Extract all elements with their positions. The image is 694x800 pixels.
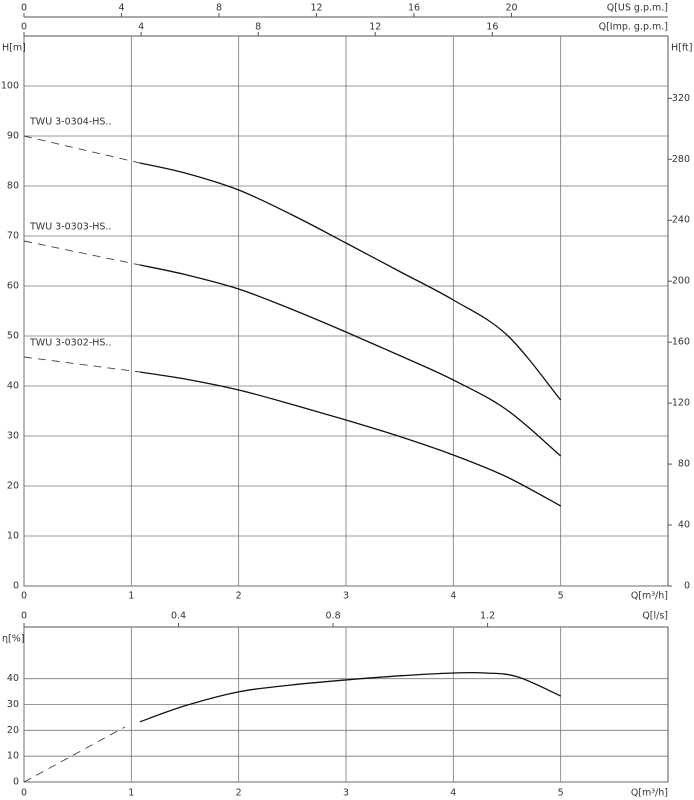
x-tick-label: 0 [21, 591, 27, 602]
y-tick-label: 20 [7, 725, 19, 736]
dashed-curve [23, 356, 140, 373]
y-tick-label: 40 [7, 381, 19, 392]
y2-tick-label: 80 [678, 459, 690, 470]
y-tick-label: 90 [7, 131, 19, 142]
y2-axis-label: H[ft] [671, 43, 692, 54]
x-tick-label: 5 [558, 591, 564, 602]
x-tick-label: 3 [343, 591, 349, 602]
secondary-x-tick-label: 0 [21, 611, 27, 622]
y-tick-label: 80 [7, 181, 19, 192]
secondary-x-tick-label: 1.2 [480, 611, 495, 622]
y-tick-label: 30 [7, 699, 19, 710]
y-tick-label: 0 [13, 581, 19, 592]
secondary-x-tick-label: 8 [216, 3, 222, 14]
secondary-x-tick-label: 0.8 [326, 611, 341, 622]
x-axis-label: Q[m³/h] [631, 788, 668, 799]
y2-tick-label: 40 [678, 520, 690, 531]
secondary-x-tick-label: 16 [408, 3, 420, 14]
dashed-curve [23, 726, 126, 783]
secondary-x-tick-label: 4 [138, 22, 144, 33]
x-axis-label: Q[m³/h] [631, 591, 668, 602]
y2-tick-label: 200 [672, 276, 690, 287]
x-tick-label: 2 [236, 591, 242, 602]
x-tick-label: 0 [21, 788, 27, 799]
secondary-x-tick-label: 8 [255, 22, 261, 33]
y-axis-label: η[%] [2, 634, 24, 645]
secondary-x-axis-label: Q[US g.p.m.] [607, 3, 668, 14]
secondary-x-tick-label: 0 [21, 3, 27, 14]
x-tick-label: 4 [450, 591, 456, 602]
y-tick-label: 0 [13, 777, 19, 788]
y2-tick-label: 160 [672, 337, 690, 348]
y-tick-label: 40 [7, 673, 19, 684]
curve-label: TWU 3-0302-HS.. [29, 338, 111, 349]
secondary-x-tick-label: 20 [505, 3, 517, 14]
secondary-x-tick-label: 0 [21, 22, 27, 33]
curve [139, 264, 562, 457]
x-tick-label: 4 [450, 788, 456, 799]
secondary-x-tick-label: 4 [118, 3, 124, 14]
secondary-x-tick-label: 12 [369, 22, 381, 33]
y-tick-label: 70 [7, 231, 19, 242]
y2-tick-label: 120 [672, 398, 690, 409]
secondary-x-axis-label: Q[l/s] [642, 611, 668, 622]
dashed-curve [23, 240, 141, 266]
y-axis-label: H[m] [2, 43, 26, 54]
y-tick-label: 10 [7, 751, 19, 762]
y2-tick-label: 240 [672, 215, 690, 226]
y-tick-label: 50 [7, 331, 19, 342]
y-tick-label: 100 [1, 81, 19, 92]
x-tick-label: 3 [343, 788, 349, 799]
curve-label: TWU 3-0304-HS.. [29, 117, 111, 128]
secondary-x-axis-label: Q[Imp. g.p.m.] [599, 22, 668, 33]
curve [139, 162, 562, 401]
x-tick-label: 1 [128, 788, 134, 799]
secondary-x-tick-label: 16 [486, 22, 498, 33]
curve [139, 371, 561, 507]
y-tick-label: 60 [7, 281, 19, 292]
y2-tick-label: 280 [672, 154, 690, 165]
secondary-x-tick-label: 0.4 [171, 611, 186, 622]
dashed-curve [23, 135, 141, 164]
x-tick-label: 1 [128, 591, 134, 602]
x-tick-label: 2 [236, 788, 242, 799]
y-tick-label: 30 [7, 431, 19, 442]
y-tick-label: 20 [7, 481, 19, 492]
y-tick-label: 10 [7, 531, 19, 542]
curve-label: TWU 3-0303-HS.. [29, 222, 111, 233]
y2-tick-label: 0 [684, 581, 690, 592]
secondary-x-tick-label: 12 [310, 3, 322, 14]
x-tick-label: 5 [558, 788, 564, 799]
y2-tick-label: 320 [672, 93, 690, 104]
curve [139, 671, 561, 723]
